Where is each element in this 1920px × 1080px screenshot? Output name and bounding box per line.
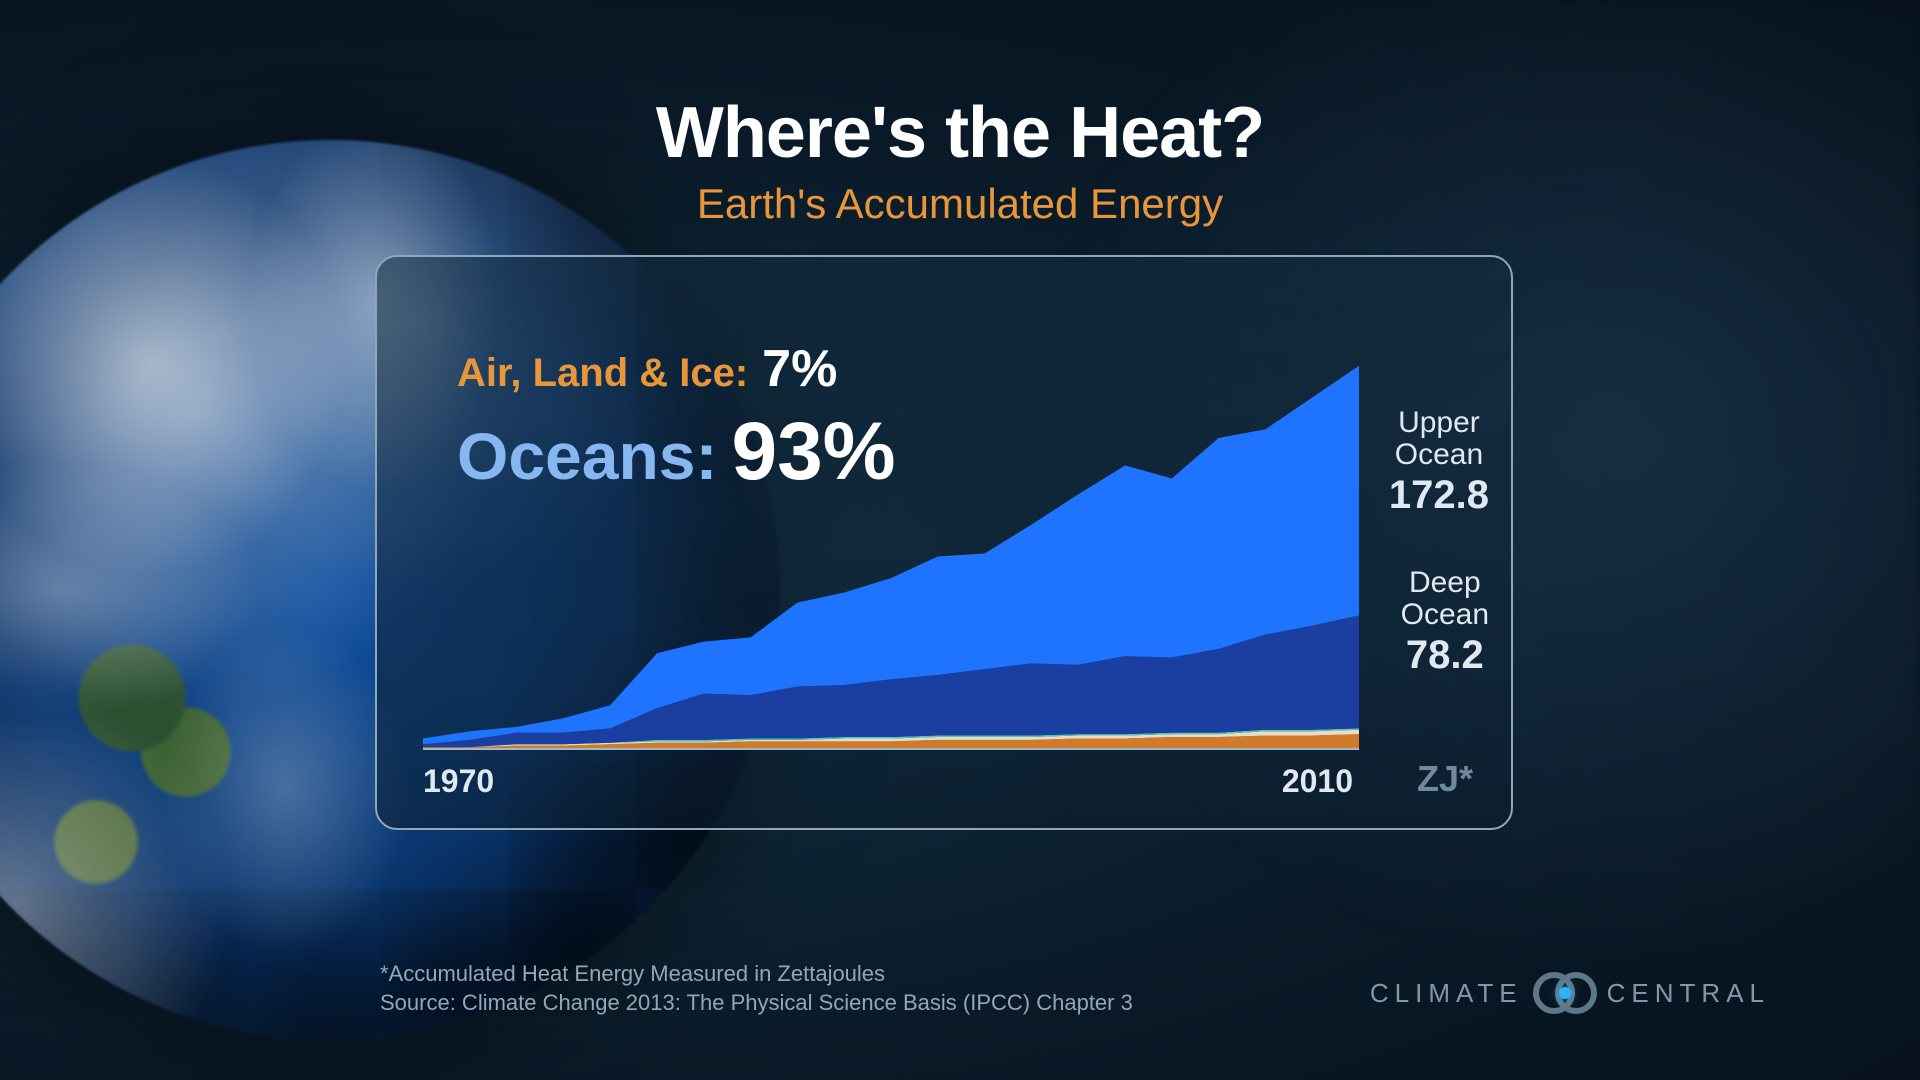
chart-svg bbox=[423, 360, 1359, 750]
brand-logo: CLIMATE CENTRAL bbox=[1370, 972, 1770, 1014]
unit-label: ZJ* bbox=[1417, 758, 1473, 800]
x-axis-end-label: 2010 bbox=[1282, 763, 1353, 800]
title-block: Where's the Heat? Earth's Accumulated En… bbox=[0, 92, 1920, 228]
footnote-line2: Source: Climate Change 2013: The Physica… bbox=[380, 988, 1133, 1018]
page-title: Where's the Heat? bbox=[0, 92, 1920, 174]
side-label-deep-value: 78.2 bbox=[1401, 634, 1489, 677]
side-label-deep-ocean: DeepOcean 78.2 bbox=[1401, 567, 1489, 677]
side-label-upper-name: UpperOcean bbox=[1389, 407, 1489, 472]
chart-panel: Air, Land & Ice: 7% Oceans: 93% 1970 201… bbox=[375, 255, 1513, 830]
brand-rings-icon bbox=[1533, 972, 1597, 1014]
footnote: *Accumulated Heat Energy Measured in Zet… bbox=[380, 959, 1133, 1018]
side-label-deep-name: DeepOcean bbox=[1401, 567, 1489, 632]
side-label-upper-ocean: UpperOcean 172.8 bbox=[1389, 407, 1489, 517]
x-axis-start-label: 1970 bbox=[423, 763, 494, 800]
footnote-line1: *Accumulated Heat Energy Measured in Zet… bbox=[380, 959, 1133, 989]
side-label-upper-value: 172.8 bbox=[1389, 474, 1489, 517]
stacked-area-chart bbox=[423, 360, 1359, 750]
brand-left: CLIMATE bbox=[1370, 978, 1523, 1009]
page-subtitle: Earth's Accumulated Energy bbox=[0, 180, 1920, 228]
brand-right: CENTRAL bbox=[1607, 978, 1770, 1009]
x-axis-baseline bbox=[423, 748, 1359, 750]
